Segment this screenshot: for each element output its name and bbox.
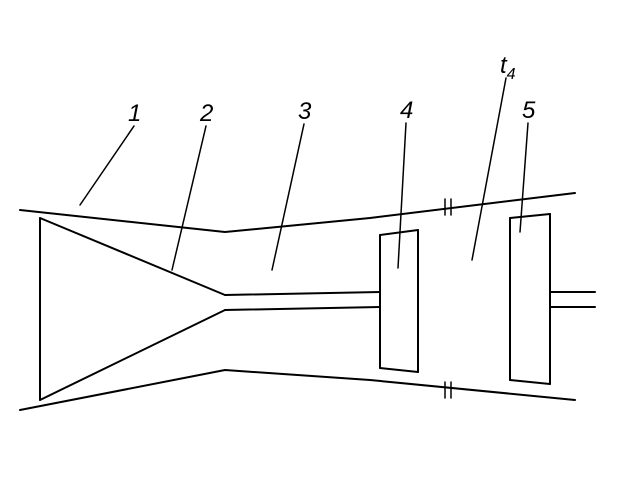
label-4: 4 [400, 97, 413, 125]
schematic-svg [0, 0, 618, 500]
label-subscript: 4 [507, 66, 516, 83]
label-t4: t4 [500, 52, 516, 84]
label-1: 1 [128, 100, 141, 128]
label-5: 5 [522, 97, 535, 125]
label-text: t [500, 52, 507, 79]
label-2: 2 [200, 100, 213, 128]
label-3: 3 [298, 98, 311, 126]
